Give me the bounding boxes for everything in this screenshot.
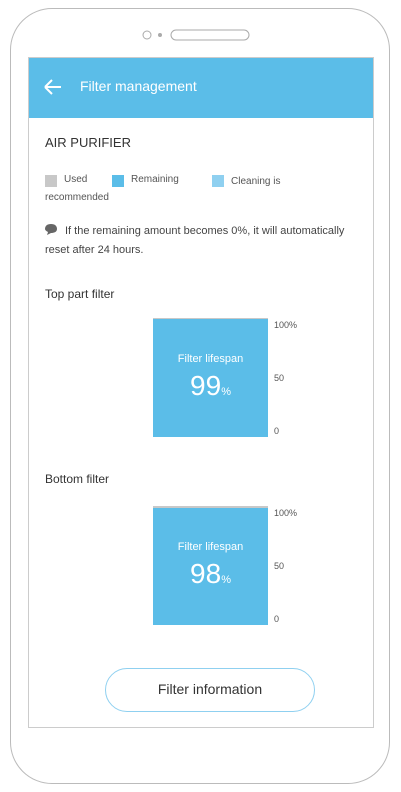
value-row: 98% <box>153 558 268 590</box>
tick-label: 100% <box>274 508 298 518</box>
back-button[interactable] <box>42 78 64 96</box>
gauge-fill <box>153 508 268 625</box>
filter: Top part filter Filter lifespan 99% 100% 50 0 <box>45 287 365 457</box>
title: Filter management <box>80 78 197 94</box>
filter-name: Top part filter <box>45 287 115 301</box>
caption: Filter lifespan <box>177 541 244 553</box>
speaker <box>142 29 250 41</box>
unit: % <box>221 574 231 586</box>
app-bar <box>29 58 373 118</box>
value-row: 99% <box>153 370 268 402</box>
unit: % <box>221 386 231 398</box>
legend-label: Used <box>64 174 88 185</box>
value: 98 <box>190 558 222 589</box>
filter-information-button[interactable]: Filter information <box>105 668 315 712</box>
tick-label: 50 <box>274 373 285 383</box>
legend-label: Remaining <box>131 174 179 185</box>
gauge <box>153 506 268 625</box>
tick-label: 50 <box>274 561 285 571</box>
value: 99 <box>190 370 222 401</box>
tick-label: 100% <box>274 320 298 330</box>
gauge <box>153 318 268 437</box>
legend-swatch <box>212 175 224 187</box>
filter: Bottom filter Filter lifespan 98% 100% 50 0 <box>45 472 365 642</box>
caption: Filter lifespan <box>177 353 244 365</box>
legend-swatch <box>45 175 57 187</box>
note: If the remaining amount becomes 0%, it w… <box>45 225 345 256</box>
phone-frame <box>10 8 390 784</box>
tick-label: 0 <box>274 426 280 436</box>
tick-label: 0 <box>274 614 280 624</box>
legend-label: Cleaning is recommended <box>45 176 281 203</box>
screen <box>28 57 374 728</box>
note-icon <box>45 224 57 235</box>
legend-swatch <box>112 175 124 187</box>
gauge-fill <box>153 319 268 437</box>
filter-name: Bottom filter <box>45 472 110 486</box>
device-name: AIR PURIFIER <box>45 135 131 150</box>
